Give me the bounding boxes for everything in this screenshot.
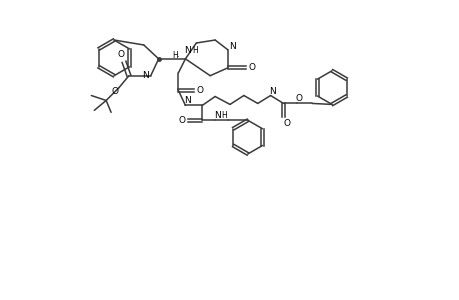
- Text: N: N: [269, 87, 275, 96]
- Text: O: O: [117, 50, 124, 59]
- Text: ·: ·: [175, 51, 179, 64]
- Text: N: N: [184, 46, 190, 56]
- Text: O: O: [196, 86, 203, 95]
- Text: N: N: [213, 111, 220, 120]
- Text: H: H: [192, 46, 198, 56]
- Text: N: N: [142, 71, 149, 80]
- Text: O: O: [283, 119, 291, 128]
- Text: N: N: [184, 96, 190, 105]
- Text: N: N: [229, 43, 236, 52]
- Text: O: O: [295, 94, 302, 103]
- Text: H: H: [221, 111, 226, 120]
- Text: H: H: [172, 51, 178, 60]
- Text: O: O: [179, 116, 185, 125]
- Text: O: O: [112, 87, 118, 96]
- Text: O: O: [248, 63, 255, 72]
